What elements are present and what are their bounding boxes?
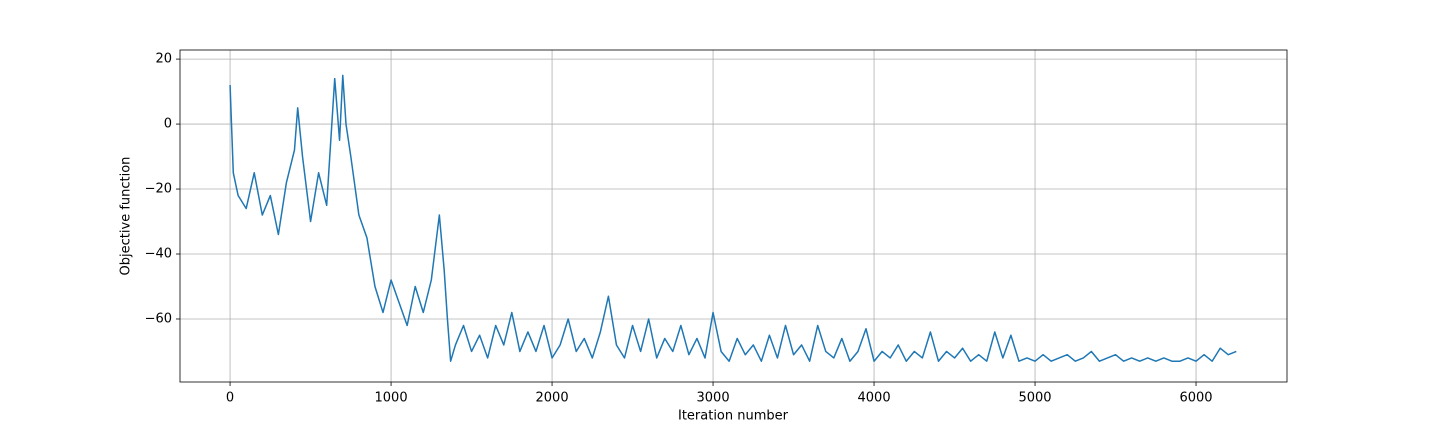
y-tick-label: −40 — [145, 247, 172, 262]
y-tick-label: 0 — [164, 117, 172, 132]
x-tick-label: 6000 — [1179, 391, 1212, 406]
x-tick-label: 5000 — [1018, 391, 1051, 406]
x-tick-label: 4000 — [858, 391, 891, 406]
x-tick-label: 1000 — [375, 391, 408, 406]
y-tick-label: −60 — [145, 311, 172, 326]
y-tick-label: −20 — [145, 182, 172, 197]
x-tick-label: 3000 — [697, 391, 730, 406]
plot-frame — [179, 49, 1288, 383]
y-tick-label: 20 — [155, 52, 172, 67]
data-line — [229, 74, 1237, 362]
x-tick-label: 2000 — [536, 391, 569, 406]
x-axis-label: Iteration number — [678, 409, 789, 424]
x-tick-label: 0 — [226, 391, 234, 406]
y-axis-label: Objective function — [119, 157, 134, 276]
